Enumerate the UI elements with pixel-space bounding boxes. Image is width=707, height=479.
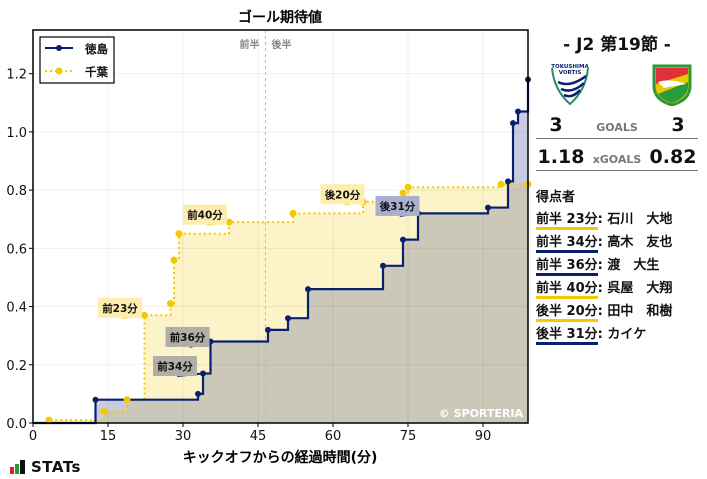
scorer-row: 前半 36分: 渡 大生 — [536, 254, 659, 276]
legend-away-marker-icon — [55, 67, 63, 75]
goal-annotation-box — [98, 297, 142, 318]
svg-text:TOKUSHIMA: TOKUSHIMA — [551, 64, 589, 70]
home-shot-marker — [285, 315, 291, 322]
goal-annotation-box — [153, 356, 197, 377]
home-shot-marker — [510, 120, 516, 127]
away-xg: 0.82 — [649, 146, 697, 168]
goals-row: 3 GOALS 3 — [536, 114, 698, 139]
away-shot-marker — [404, 183, 412, 191]
legend-home-marker-icon — [56, 45, 62, 51]
scorer-name: : 石川 大地 — [597, 212, 673, 227]
away-shot-marker — [45, 416, 53, 424]
y-tick-label: 1.2 — [6, 68, 27, 83]
scorer-row: 前半 40分: 呉屋 大翔 — [536, 277, 672, 299]
scorer-time: 前半 40分 — [536, 277, 598, 299]
xgoals-label: xGOALS — [592, 153, 642, 166]
jef-chiba-logo-icon — [652, 64, 692, 106]
away-shot-marker — [399, 189, 407, 197]
scorer-time: 後半 31分 — [536, 323, 598, 345]
legend-away-label: 千葉 — [85, 65, 108, 79]
away-shot-marker — [123, 396, 131, 404]
away-shot-marker — [497, 180, 505, 188]
home-xg-line — [33, 79, 530, 425]
tokushima-vortis-logo-icon: TOKUSHIMA VORTIS — [551, 64, 589, 106]
y-tick-label: 0.8 — [6, 184, 27, 199]
home-shot-marker — [380, 262, 386, 269]
goal-annotation-box — [320, 184, 365, 205]
matchday-title: - J2 第19節 - — [563, 35, 671, 55]
x-tick-label: 45 — [250, 429, 267, 444]
y-tick-label: 1.0 — [6, 126, 27, 141]
stats-bars-icon — [10, 460, 25, 474]
home-goals: 3 — [549, 114, 563, 136]
home-shot-marker — [515, 108, 521, 115]
scorer-name: : カイケ — [597, 327, 647, 342]
goal-annotation-label: 前40分 — [187, 209, 223, 222]
x-tick-label: 75 — [400, 429, 417, 444]
scorer-time: 前半 23分 — [536, 208, 598, 230]
scorer-name: : 呉屋 大翔 — [597, 281, 673, 296]
away-shot-marker — [100, 407, 108, 415]
x-axis-label: キックオフからの経過時間(分) — [183, 449, 378, 466]
goal-annotation-label: 後20分 — [324, 188, 361, 201]
y-tick-label: 0.2 — [6, 359, 27, 374]
stats-brand-label: STATs — [31, 458, 81, 476]
home-shot-marker — [505, 178, 511, 185]
scorer-time: 前半 36分 — [536, 254, 598, 276]
goal-annotation-box — [183, 204, 227, 225]
away-shot-marker — [175, 230, 183, 238]
home-xg: 1.18 — [537, 146, 585, 168]
scorer-name: : 田中 和樹 — [597, 304, 673, 319]
scorer-row: 後半 20分: 田中 和樹 — [536, 300, 672, 322]
home-shot-marker — [195, 390, 201, 397]
away-shot-marker — [289, 209, 297, 217]
goal-annotation-label: 後31分 — [379, 200, 416, 213]
scorer-name: : 渡 大生 — [597, 258, 660, 273]
scorer-row: 前半 34分: 高木 友也 — [536, 231, 672, 253]
home-shot-marker — [265, 326, 271, 333]
goal-annotation-label: 前23分 — [102, 302, 138, 315]
y-tick-label: 0.6 — [6, 242, 27, 257]
scorer-time: 前半 34分 — [536, 231, 598, 253]
scorers-title: 得点者 — [536, 190, 576, 205]
goals-label: GOALS — [596, 121, 638, 134]
home-shot-marker — [485, 204, 491, 211]
overlap-fill-area — [33, 184, 528, 423]
x-tick-label: 90 — [475, 429, 492, 444]
goal-annotation-box — [375, 195, 420, 216]
home-shot-marker — [400, 236, 406, 243]
watermark: © SPORTERIA — [439, 407, 524, 420]
away-goals: 3 — [671, 114, 685, 136]
y-tick-label: 0.4 — [6, 301, 27, 316]
legend-home-label: 徳島 — [84, 42, 108, 56]
goal-annotation-box — [165, 326, 210, 347]
goal-annotation-label: 前34分 — [157, 360, 193, 373]
x-tick-label: 0 — [29, 429, 37, 444]
scorer-row: 後半 31分: カイケ — [536, 323, 646, 345]
first-half-label: 前半 — [240, 38, 260, 51]
xgoals-row: 1.18 xGOALS 0.82 — [536, 146, 698, 171]
x-tick-label: 15 — [100, 429, 117, 444]
second-half-label: 後半 — [272, 38, 292, 51]
y-tick-label: 0.0 — [6, 417, 27, 432]
svg-text:VORTIS: VORTIS — [559, 70, 582, 76]
away-shot-marker — [167, 300, 174, 308]
x-tick-label: 30 — [175, 429, 192, 444]
plot-frame — [32, 29, 529, 424]
scorer-name: : 高木 友也 — [597, 235, 673, 250]
scorer-time: 後半 20分 — [536, 300, 598, 322]
chart-title: ゴール期待値 — [238, 9, 322, 26]
x-tick-label: 60 — [325, 429, 342, 444]
goal-annotation-label: 前36分 — [170, 331, 206, 344]
stats-brand: STATs — [10, 458, 81, 476]
match-summary-panel: - J2 第19節 - TOKUSHIMA VORTIS 3 GOALS 3 1… — [532, 0, 707, 479]
away-shot-marker — [170, 256, 178, 264]
scorer-row: 前半 23分: 石川 大地 — [536, 208, 672, 230]
home-shot-marker — [92, 396, 99, 403]
home-shot-marker — [305, 286, 311, 293]
